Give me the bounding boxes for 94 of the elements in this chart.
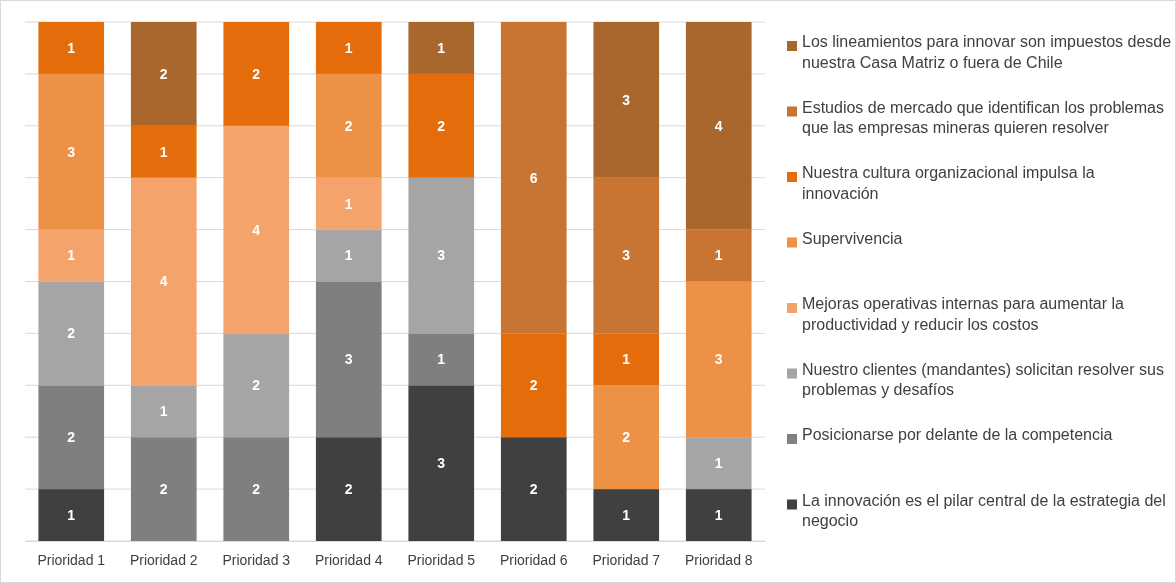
bar bbox=[315, 437, 382, 541]
data-label: 3 bbox=[714, 351, 723, 368]
bar bbox=[685, 229, 752, 282]
bar bbox=[130, 22, 197, 126]
data-label: 1 bbox=[622, 351, 631, 368]
data-label: 1 bbox=[344, 247, 353, 264]
bar bbox=[38, 489, 105, 541]
bar bbox=[593, 177, 660, 334]
bar bbox=[593, 22, 660, 178]
bar bbox=[408, 385, 475, 541]
data-label: 2 bbox=[622, 429, 631, 446]
bar bbox=[223, 22, 290, 126]
legend-label: Mejoras operativas internas para aumentar la productividad y reducir los costos bbox=[802, 295, 1125, 333]
bar bbox=[500, 22, 567, 334]
data-label: 3 bbox=[344, 351, 353, 368]
legend-label: Supervivencia bbox=[802, 229, 903, 247]
bar bbox=[315, 22, 382, 74]
data-label: 3 bbox=[437, 455, 446, 472]
data-label: 2 bbox=[344, 117, 353, 134]
data-label: 2 bbox=[529, 377, 538, 394]
data-label: 1 bbox=[714, 506, 723, 523]
bar bbox=[223, 125, 290, 334]
bar bbox=[593, 333, 660, 386]
data-label: 2 bbox=[67, 429, 76, 446]
x-tick-label: Prioridad 8 bbox=[684, 551, 753, 568]
bar bbox=[130, 177, 197, 386]
bar bbox=[38, 281, 105, 386]
bar bbox=[685, 489, 752, 541]
bar bbox=[315, 73, 382, 178]
data-label: 4 bbox=[714, 117, 723, 134]
legend-label: Posicionarse por delante de la competencia bbox=[802, 426, 1113, 443]
bar bbox=[408, 73, 475, 178]
legend-label: La innovación es el pilar central de la estrategia del negocio bbox=[802, 491, 1166, 530]
bar bbox=[38, 73, 105, 230]
bar bbox=[38, 22, 105, 74]
x-tick-label: Prioridad 4 bbox=[314, 551, 383, 568]
bar bbox=[593, 385, 660, 490]
bar bbox=[685, 22, 752, 230]
legend-label: Estudios de mercado que identifican los problemas que las empresas mineras quieren resolver bbox=[802, 98, 1164, 137]
data-label: 2 bbox=[344, 481, 353, 497]
bar bbox=[500, 333, 567, 438]
bar bbox=[315, 229, 382, 282]
data-label: 2 bbox=[67, 325, 76, 342]
bar bbox=[38, 385, 105, 490]
bar bbox=[685, 437, 752, 490]
legend-label: Nuestro clientes (mandantes) solicitan resolver sus problemas y desafíos bbox=[802, 360, 1164, 399]
legend-label: Los lineamientos para innovar son impuestos desde nuestra Casa Matriz o fuera de Chile bbox=[802, 33, 1172, 71]
data-label: 1 bbox=[714, 247, 723, 264]
bar bbox=[130, 385, 197, 438]
data-label: 1 bbox=[67, 506, 76, 523]
data-label: 4 bbox=[159, 273, 168, 290]
bar bbox=[408, 22, 475, 74]
x-tick-label: Prioridad 3 bbox=[222, 551, 291, 568]
x-tick-label: Prioridad 6 bbox=[499, 551, 568, 568]
data-label: 1 bbox=[344, 195, 353, 212]
data-label: 1 bbox=[622, 506, 631, 523]
data-label: 2 bbox=[437, 117, 446, 134]
bar bbox=[408, 333, 475, 386]
data-label: 1 bbox=[714, 455, 723, 472]
bar bbox=[593, 489, 660, 541]
data-label: 2 bbox=[252, 377, 261, 394]
data-label: 2 bbox=[529, 481, 538, 497]
data-label: 3 bbox=[437, 247, 446, 264]
data-label: 3 bbox=[67, 143, 76, 160]
data-label: 1 bbox=[159, 403, 168, 420]
data-label: 4 bbox=[252, 221, 261, 238]
data-label: 2 bbox=[252, 65, 261, 82]
bar bbox=[685, 281, 752, 438]
bar bbox=[38, 229, 105, 282]
x-tick-label: Prioridad 7 bbox=[592, 551, 661, 568]
bar bbox=[223, 333, 290, 438]
bar bbox=[130, 437, 197, 541]
data-label: 1 bbox=[159, 143, 168, 160]
data-label: 6 bbox=[529, 169, 538, 186]
data-label: 1 bbox=[67, 39, 76, 56]
bar bbox=[315, 177, 382, 230]
x-tick-label: Prioridad 2 bbox=[129, 551, 198, 568]
bar bbox=[130, 125, 197, 178]
data-label: 2 bbox=[252, 481, 261, 497]
bar bbox=[315, 281, 382, 438]
data-label: 1 bbox=[437, 351, 446, 368]
legend-label: Nuestra cultura organizacional impulsa la innovación bbox=[802, 164, 1095, 202]
data-label: 2 bbox=[159, 481, 168, 497]
data-label: 1 bbox=[344, 39, 353, 56]
data-label: 1 bbox=[67, 247, 76, 264]
data-label: 2 bbox=[159, 65, 168, 82]
data-label: 1 bbox=[437, 39, 446, 56]
data-label: 3 bbox=[622, 247, 631, 264]
bar bbox=[223, 437, 290, 541]
x-tick-label: Prioridad 1 bbox=[37, 551, 106, 568]
x-tick-label: Prioridad 5 bbox=[407, 551, 476, 568]
bar bbox=[500, 437, 567, 541]
bar bbox=[408, 177, 475, 334]
data-label: 3 bbox=[622, 91, 631, 108]
